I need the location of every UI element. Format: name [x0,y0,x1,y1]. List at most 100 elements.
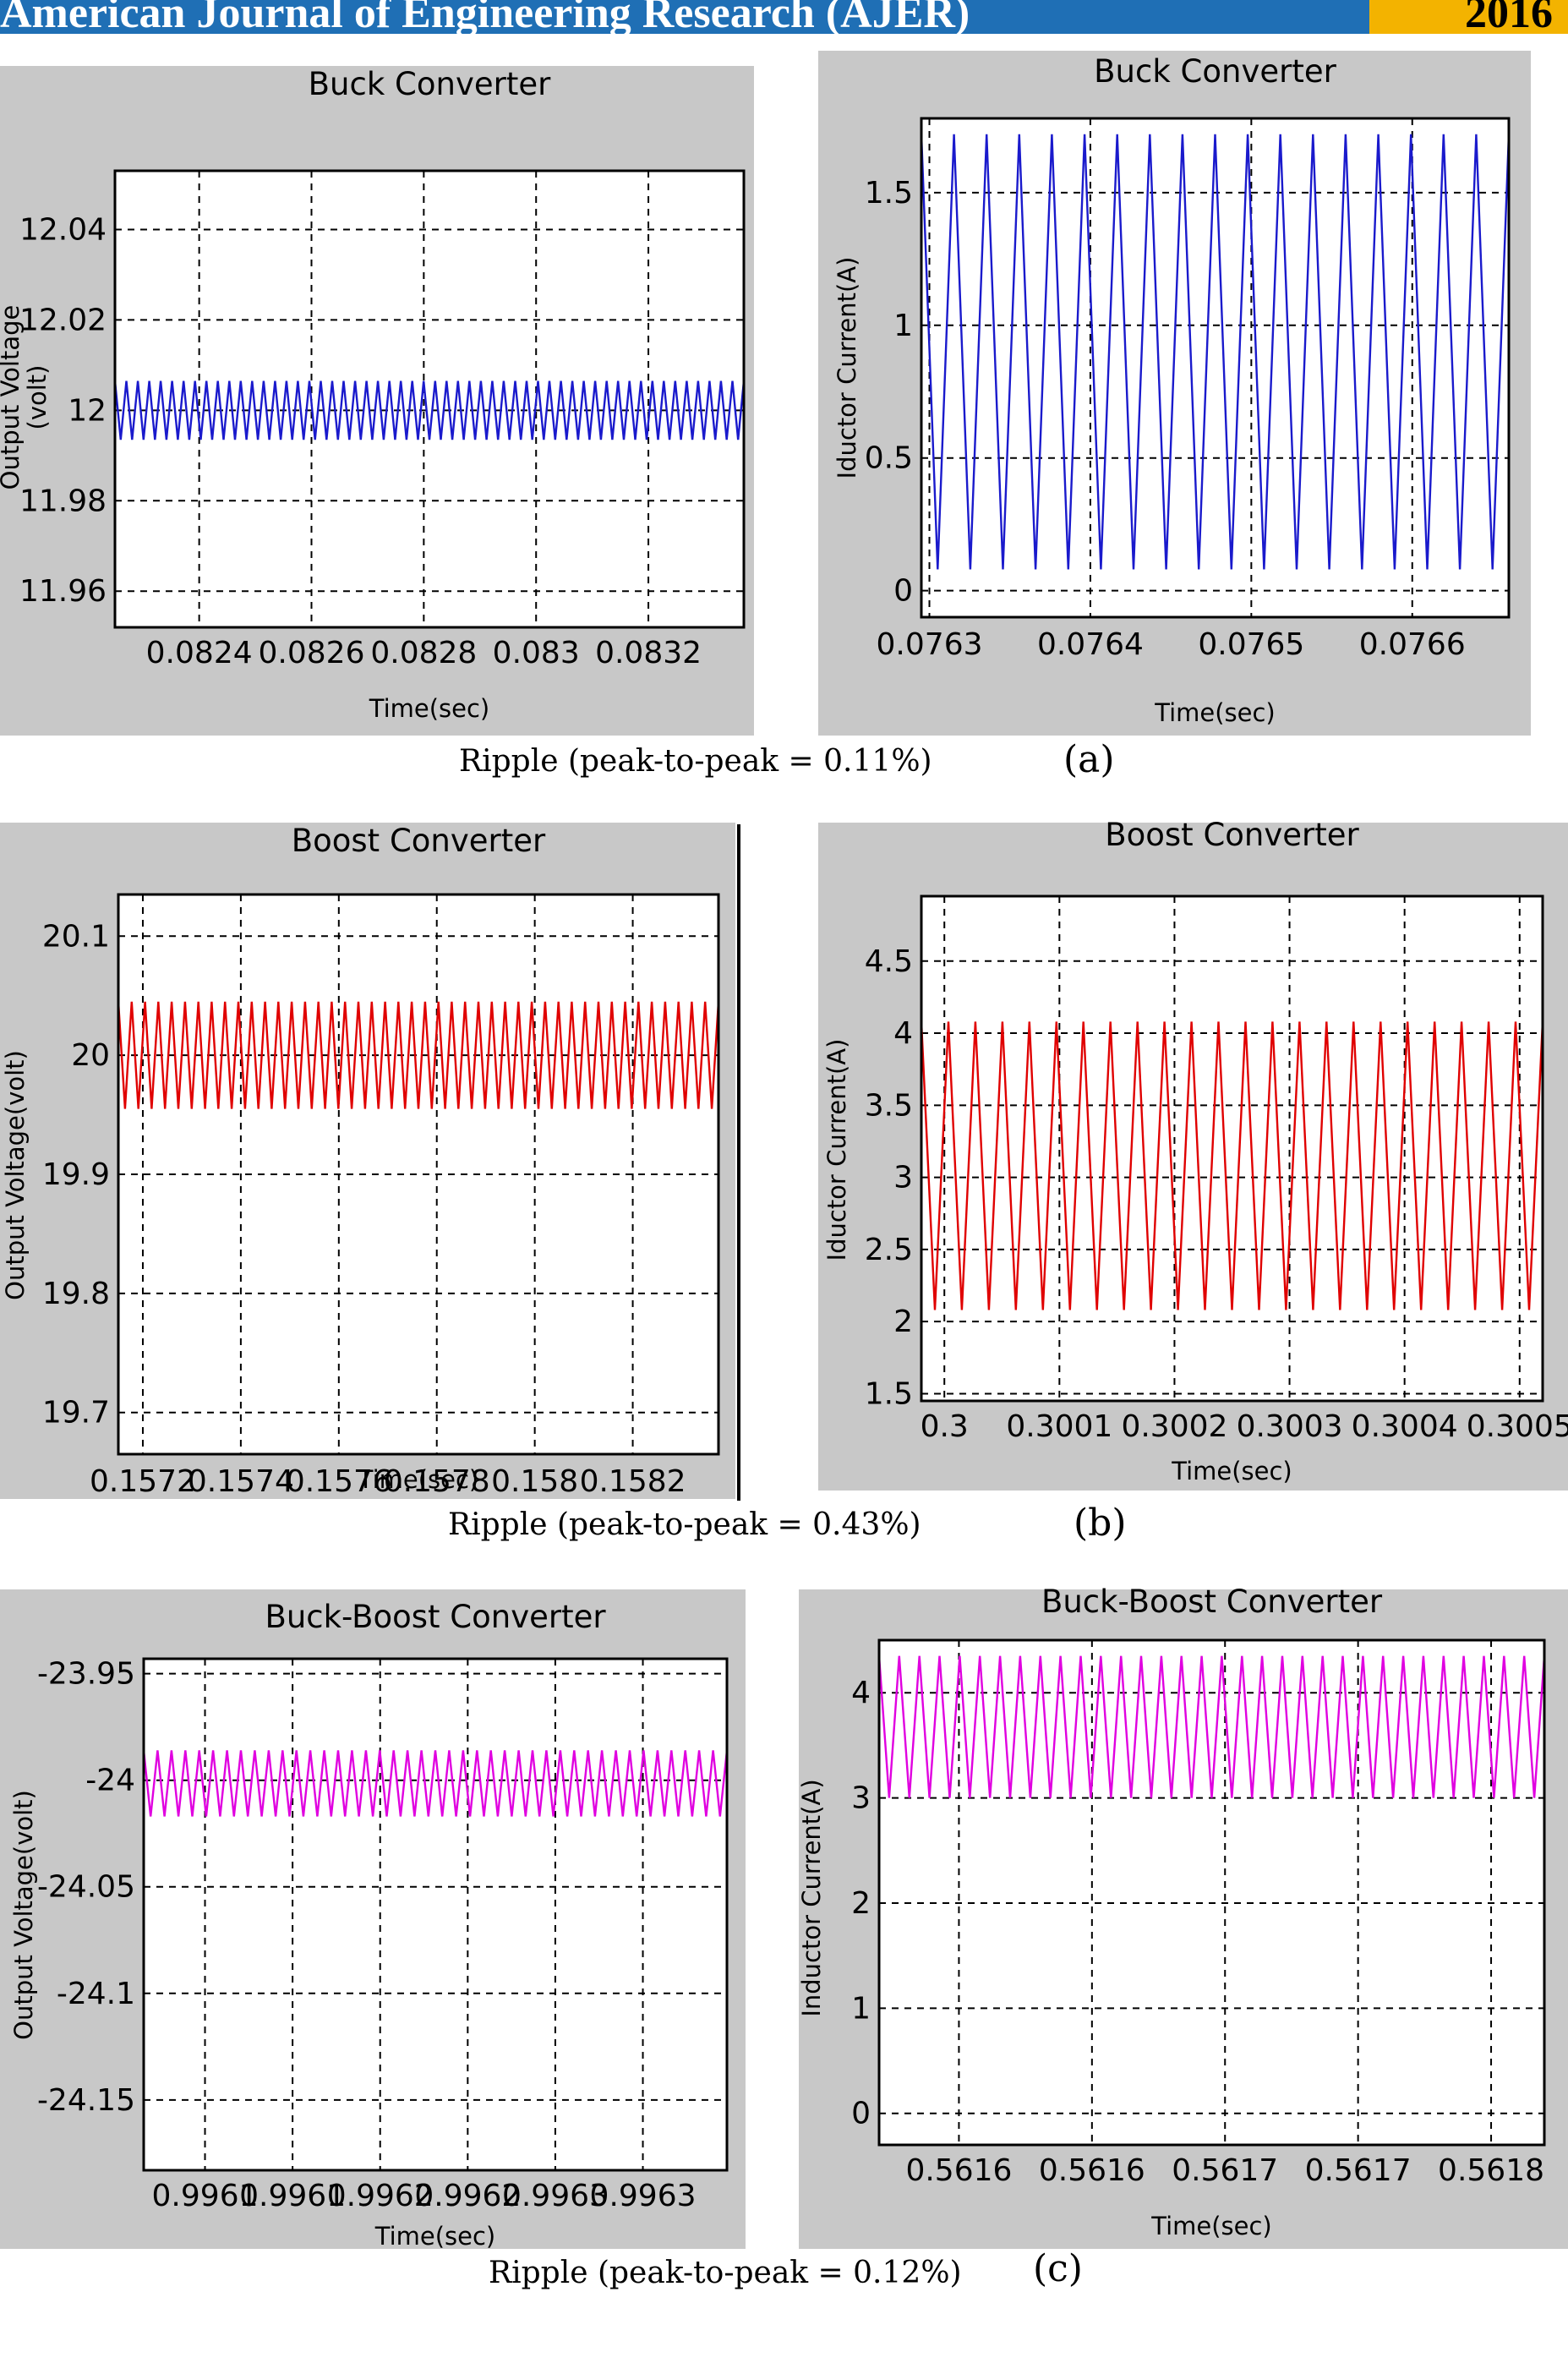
caption-ripple-b: Ripple (peak-to-peak = 0.43%) [448,1507,921,1542]
series-line [142,1750,729,1817]
caption-label-b: (b) [1074,1502,1127,1545]
x-tick-label: 0.3002 [1121,1409,1227,1444]
x-tick-label: 0.3005 [1467,1409,1568,1444]
x-axis-label: Time(sec) [374,2222,496,2251]
y-tick-label: 19.7 [42,1396,110,1430]
y-tick-label: 11.98 [19,484,107,518]
x-tick-label: 0.0824 [146,636,253,670]
x-tick-label: 0.9963 [502,2179,609,2213]
axes-frame [920,117,1511,619]
x-tick-label: 0.0766 [1359,627,1466,662]
chart-0: 0.0824 0.0826 0.0828 0.083 0.0832 11.96 11.98 1… [0,66,746,723]
caption-label-c: (c) [1033,2247,1083,2290]
axes-frame [113,169,746,629]
panel-divider [737,824,740,1501]
x-tick-label: 0.3001 [1006,1409,1112,1444]
plot-area [115,171,744,627]
y-tick-label: 0 [893,574,913,609]
y-axis-label: Output Voltage(volt) [1,1050,30,1300]
y-tick-label: 12 [68,393,107,428]
y-tick-label: 12.02 [19,303,107,337]
y-tick-label: 3 [851,1781,871,1816]
journal-year: 2016 [1465,0,1553,37]
x-tick-label: 0.0832 [595,636,702,670]
x-tick-label: 0.9961 [239,2179,346,2213]
chart-5: 0.5616 0.5616 0.5617 0.5617 0.5618 0 1 2 3 4 Buck-… [797,1584,1546,2240]
chart-title: Buck-Boost Converter [265,1599,606,1635]
y-axis-label-line: Iductor Current(A) [822,1039,851,1261]
y-tick-label: 2 [893,1305,913,1339]
chart-title: Buck Converter [1094,53,1336,90]
y-axis-label: Iductor Current(A) [822,1039,851,1261]
y-axis-label: Output Voltage(volt) [9,1790,38,2040]
caption-ripple-a: Ripple (peak-to-peak = 0.11%) [459,744,932,779]
y-tick-label: -24.1 [57,1977,135,2011]
y-tick-label: 3.5 [865,1088,913,1123]
y-tick-label: 4 [851,1676,871,1710]
y-axis-label-line: (volt) [23,365,52,430]
y-axis-label-line: Output Voltage(volt) [9,1790,38,2040]
x-axis-label: Time(sec) [369,694,490,723]
x-tick-label: 0.9963 [590,2179,697,2213]
y-tick-label: 3 [893,1161,913,1195]
x-axis-label: Time(sec) [1150,2212,1272,2240]
plot-area [879,1640,1544,2145]
x-axis-label: Time(sec) [1154,698,1276,727]
x-tick-label: 0.1574 [188,1464,294,1499]
x-tick-label: 0.3004 [1352,1409,1458,1444]
x-tick-label: 0.5616 [905,2153,1012,2188]
axes-frame [142,1657,729,2172]
caption-ripple-c: Ripple (peak-to-peak = 0.12%) [489,2256,962,2290]
x-tick-label: 0.0763 [877,627,983,662]
x-axis-label: Time(sec) [358,1465,479,1494]
axes-frame [920,894,1544,1403]
y-axis-label-line: Inductor Current(A) [797,1779,826,2016]
y-tick-label: 1 [851,1991,871,2026]
plot-area [144,1659,727,2170]
y-axis-label-line: Output Voltage(volt) [1,1050,30,1300]
y-tick-label: 1.5 [865,1376,913,1411]
series-line [877,1655,1546,1798]
y-tick-label: 19.9 [42,1157,110,1192]
y-tick-label: 12.04 [19,213,107,248]
journal-title: American Journal of Engineering Research… [0,0,970,37]
chart-title: Boost Converter [1105,817,1359,853]
x-tick-label: 0.1576 [286,1464,392,1499]
chart-title: Buck-Boost Converter [1041,1584,1383,1620]
x-tick-label: 0.1578 [384,1464,490,1499]
x-tick-label: 0.5616 [1039,2153,1145,2188]
y-axis-label: Output Voltage(volt) [0,305,52,490]
y-axis-label: Inductor Current(A) [797,1779,826,2016]
series-line [920,134,1511,570]
caption-label-a: (a) [1063,738,1115,781]
y-tick-label: -24.05 [37,1870,135,1905]
x-tick-label: 0.3003 [1237,1409,1343,1444]
x-tick-label: 0.9962 [327,2179,434,2213]
x-tick-label: 0.083 [493,636,580,670]
axes-frame [117,893,720,1456]
x-tick-label: 0.9961 [152,2179,259,2213]
x-tick-label: 0.9962 [414,2179,521,2213]
journal-header: American Journal of Engineering Research… [0,0,1568,37]
x-tick-label: 0.0765 [1198,627,1304,662]
x-tick-label: 0.3 [921,1409,969,1444]
x-tick-label: 0.5617 [1305,2153,1412,2188]
journal-year-badge: 2016 [1369,0,1568,37]
y-tick-label: 20.1 [42,919,110,954]
y-axis-label: Iductor Current(A) [833,257,861,479]
y-axis-label-line: Output Voltage [0,305,25,490]
x-tick-label: 0.1572 [90,1464,196,1499]
x-tick-label: 0.158 [491,1464,578,1499]
x-tick-label: 0.0764 [1037,627,1144,662]
y-tick-label: 1.5 [865,176,913,211]
x-tick-label: 0.0828 [370,636,477,670]
y-tick-label: 1 [893,309,913,343]
y-tick-label: 19.8 [42,1277,110,1311]
series-line [113,380,746,440]
y-tick-label: -24 [85,1764,135,1798]
y-tick-label: -23.95 [37,1657,135,1692]
x-tick-label: 0.0826 [259,636,365,670]
y-tick-label: -24.15 [37,2083,135,2118]
